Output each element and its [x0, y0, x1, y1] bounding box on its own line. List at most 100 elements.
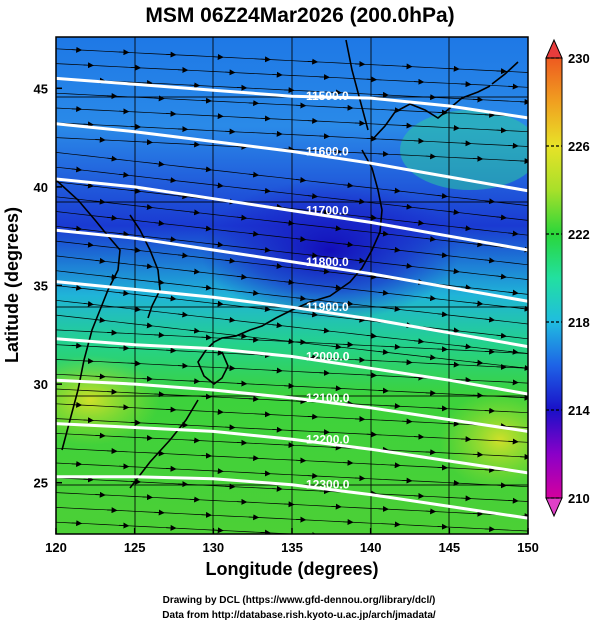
wind-arrow: [177, 193, 189, 200]
wind-arrow: [402, 203, 413, 210]
wind-arrow: [130, 187, 142, 194]
wind-arrow: [472, 241, 484, 248]
wind-arrow: [366, 332, 378, 339]
streamline: [56, 507, 528, 532]
height-contour: [56, 122, 528, 193]
wind-arrow: [295, 176, 307, 183]
colorbar: 210 214 218 222 226 230: [545, 38, 590, 518]
wind-arrow: [307, 193, 319, 200]
wind-arrow: [354, 198, 366, 205]
wind-arrow: [95, 257, 106, 264]
wind-arrow: [213, 182, 224, 189]
height-contour: [56, 337, 528, 396]
wind-arrow: [378, 230, 389, 237]
wind-arrow: [260, 187, 271, 194]
wind-arrow: [154, 160, 165, 167]
wind-arrow: [107, 274, 118, 280]
wind-arrow: [437, 311, 448, 318]
colorbar-tick-label: 214: [568, 403, 590, 418]
streamline: [56, 211, 528, 266]
wind-arrow: [284, 220, 295, 226]
wind-arrow: [390, 305, 401, 312]
wind-arrow: [177, 252, 189, 259]
wind-arrow: [95, 198, 106, 205]
streamline: [56, 166, 528, 221]
wind-arrow: [331, 343, 342, 350]
wind-arrow: [284, 279, 295, 286]
wind-arrow: [142, 322, 153, 329]
streamline: [56, 388, 528, 414]
x-tick-label: 150: [517, 540, 539, 555]
y-tick-label: 45: [34, 81, 48, 96]
wind-arrow: [449, 209, 460, 216]
x-tick-label: 135: [281, 540, 303, 555]
wind-arrow: [378, 348, 389, 355]
contour-label: 11800.0: [306, 255, 349, 269]
wind-arrow: [201, 284, 212, 291]
wind-arrow: [225, 316, 236, 323]
streamline: [56, 447, 528, 473]
y-axis-ticks: 25 30 35 40 45: [34, 81, 62, 491]
wind-arrow: [343, 182, 354, 189]
wind-arrow: [425, 235, 437, 242]
wind-arrow: [496, 273, 507, 280]
streamline: [56, 403, 528, 428]
wind-arrow: [71, 284, 83, 291]
height-contours: 11500.0 11600.0 11700.0 11800.0 11900.0 12000…: [56, 76, 528, 520]
wind-arrow: [236, 333, 248, 339]
wind-arrow: [343, 300, 354, 307]
wind-arrow: [95, 317, 106, 324]
y-tick-label: 35: [34, 279, 48, 294]
warm-patch-west: [56, 355, 160, 445]
wind-arrow: [189, 268, 201, 275]
contour-label: 12200.0: [306, 432, 350, 446]
height-contour: [56, 378, 528, 433]
wind-arrow: [118, 171, 130, 178]
coastline-korea: [129, 214, 161, 319]
streamline: [56, 270, 528, 325]
wind-arrow: [307, 252, 319, 259]
wind-arrow: [295, 295, 307, 302]
height-contour: [56, 280, 528, 349]
wind-arrow: [449, 268, 460, 275]
wind-arrow: [413, 219, 425, 226]
colorbar-tick-label: 218: [568, 315, 590, 330]
wind-arrow: [272, 263, 283, 270]
wind-arrow: [130, 306, 142, 313]
x-tick-label: 125: [124, 540, 146, 555]
wind-arrow: [83, 241, 94, 248]
streamline: [56, 462, 528, 488]
wind-arrow: [284, 338, 295, 345]
warm-patch-east: [440, 390, 528, 490]
wind-arrow: [201, 166, 212, 173]
wind-arrow: [449, 327, 460, 334]
wind-arrow: [107, 155, 118, 162]
x-tick-label: 140: [360, 540, 382, 555]
wind-arrow: [213, 241, 224, 248]
wind-arrow: [142, 263, 153, 270]
streamline: [56, 152, 528, 206]
contour-label: 11600.0: [306, 144, 349, 158]
contour-label: 11900.0: [306, 300, 349, 314]
colorbar-tick-label: 230: [568, 51, 590, 66]
wind-arrow: [307, 311, 319, 318]
coastline-ryukyu: [129, 399, 199, 489]
y-tick-label: 30: [34, 377, 48, 392]
figure-title: MSM 06Z24Mar2026 (200.0hPa): [145, 4, 454, 27]
wind-arrow: [508, 289, 519, 296]
wind-arrow: [484, 198, 496, 205]
height-contour: [56, 228, 528, 303]
wind-arrow: [472, 300, 484, 307]
wind-arrow: [366, 214, 378, 221]
coastline-sakhalin: [345, 39, 369, 131]
wind-arrow: [248, 230, 260, 237]
streamline: [56, 285, 528, 340]
coastline-honshu: [205, 149, 383, 351]
wind-arrow: [71, 166, 83, 173]
streamline: [56, 225, 528, 280]
coastlines: [56, 39, 519, 489]
wind-arrow: [166, 295, 177, 302]
wind-arrow: [484, 257, 496, 264]
colorbar-upper-extension: [545, 38, 563, 59]
